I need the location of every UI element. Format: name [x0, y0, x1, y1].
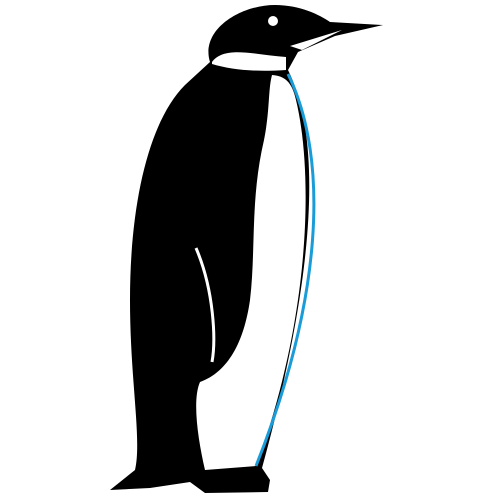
penguin-body	[110, 5, 383, 493]
eye	[268, 16, 278, 26]
belly-edge	[254, 73, 316, 467]
throat-patch	[212, 52, 286, 71]
belly	[196, 75, 306, 470]
beak-streak	[290, 30, 342, 50]
flipper-outline	[194, 247, 216, 363]
